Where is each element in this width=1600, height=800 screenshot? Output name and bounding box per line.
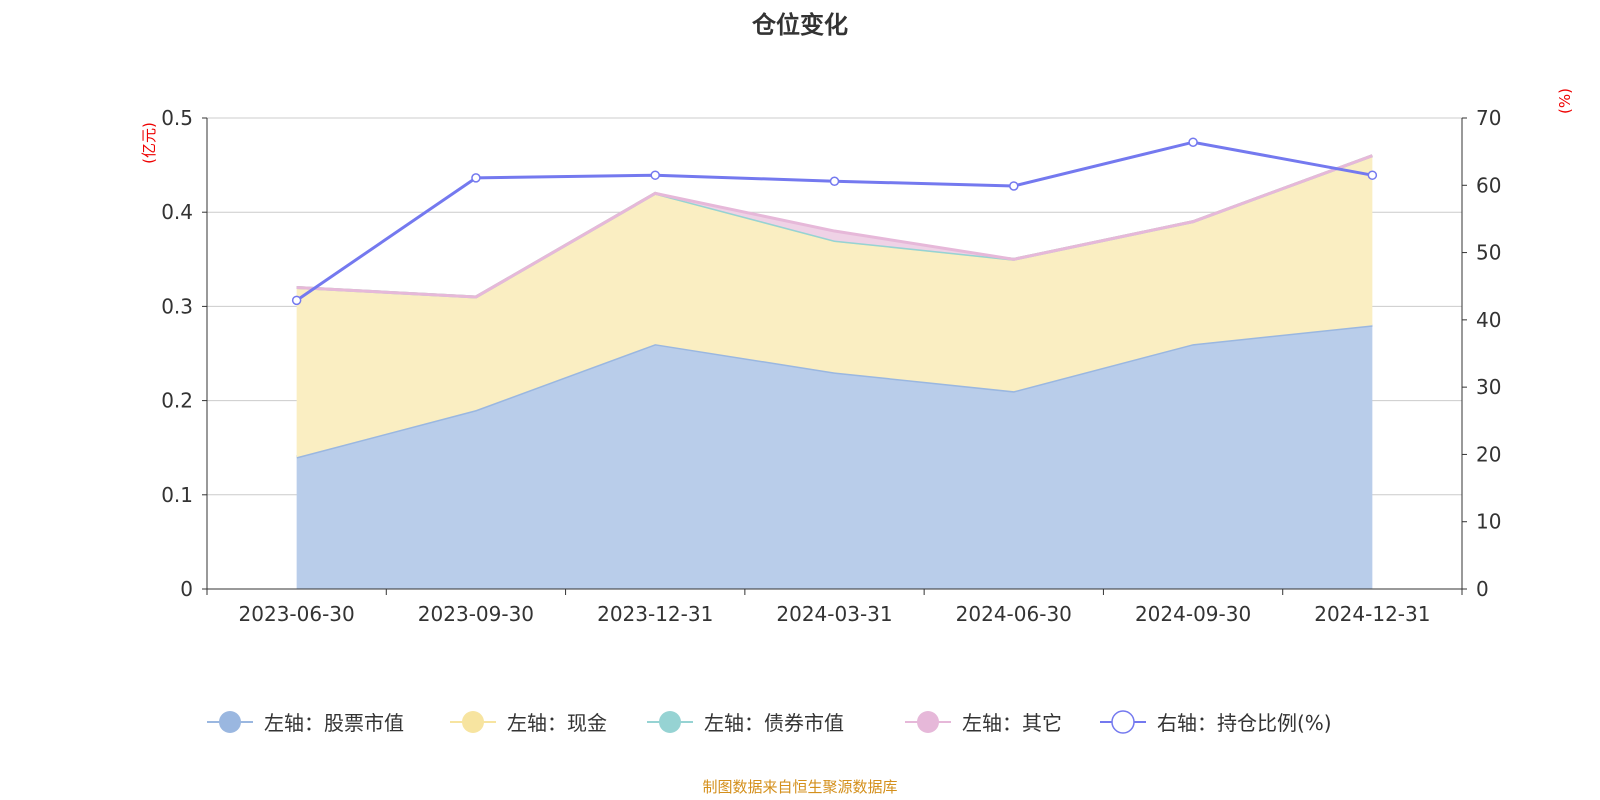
legend-marker-icon: [1111, 710, 1135, 734]
legend-marker-icon: [462, 711, 484, 733]
x-tick-label: 2024-06-30: [956, 602, 1072, 626]
left-tick-label: 0: [180, 577, 193, 601]
ratio-point[interactable]: [1367, 170, 1378, 180]
ratio-point[interactable]: [1188, 137, 1198, 147]
area-左轴：现金: [296, 155, 1373, 458]
chart-title: 仓位变化: [751, 11, 848, 39]
legend-item[interactable]: 左轴：股票市值: [207, 711, 404, 735]
source-note: 制图数据来自恒生聚源数据库: [702, 778, 897, 796]
area-左轴：股票市值: [296, 325, 1373, 589]
legend-label: 左轴：现金: [507, 711, 607, 735]
right-tick-label: 40: [1476, 308, 1501, 332]
legend-label: 右轴：持仓比例(%): [1157, 711, 1332, 735]
left-tick-label: 0.4: [161, 200, 193, 224]
legend-label: 左轴：股票市值: [264, 711, 404, 735]
right-tick-label: 10: [1476, 510, 1501, 534]
x-tick-label: 2024-12-31: [1314, 602, 1430, 626]
legend-marker-icon: [659, 711, 681, 733]
x-tick-label: 2024-03-31: [776, 602, 892, 626]
right-tick-label: 70: [1476, 106, 1501, 130]
left-tick-label: 0.5: [161, 106, 193, 130]
legend-marker-icon: [917, 711, 939, 733]
right-tick-label: 30: [1476, 375, 1501, 399]
right-tick-label: 0: [1476, 577, 1489, 601]
right-tick-label: 50: [1476, 241, 1501, 265]
legend-marker-icon: [219, 711, 241, 733]
right-tick-label: 20: [1476, 442, 1501, 466]
x-tick-label: 2023-06-30: [239, 602, 355, 626]
ratio-point[interactable]: [291, 295, 302, 306]
right-axis-unit: (%): [1556, 88, 1574, 114]
ratio-point[interactable]: [650, 170, 660, 180]
left-axis-unit: (亿元): [140, 122, 158, 164]
legend-item[interactable]: 左轴：债券市值: [647, 711, 844, 735]
ratio-point[interactable]: [471, 173, 481, 183]
left-tick-label: 0.3: [161, 294, 193, 318]
left-tick-label: 0.1: [161, 483, 193, 507]
x-tick-label: 2024-09-30: [1135, 602, 1251, 626]
x-tick-label: 2023-12-31: [597, 602, 713, 626]
left-tick-label: 0.2: [161, 389, 193, 413]
legend-item[interactable]: 右轴：持仓比例(%): [1100, 710, 1332, 735]
legend-label: 左轴：其它: [962, 711, 1062, 735]
x-tick-label: 2023-09-30: [418, 602, 534, 626]
legend-item[interactable]: 左轴：其它: [905, 711, 1062, 735]
line-左轴：其它: [296, 154, 1373, 299]
right-tick-label: 60: [1476, 173, 1501, 197]
ratio-point[interactable]: [829, 176, 840, 186]
legend-label: 左轴：债券市值: [704, 711, 844, 735]
ratio-point[interactable]: [1009, 181, 1019, 191]
legend-item[interactable]: 左轴：现金: [450, 711, 607, 735]
